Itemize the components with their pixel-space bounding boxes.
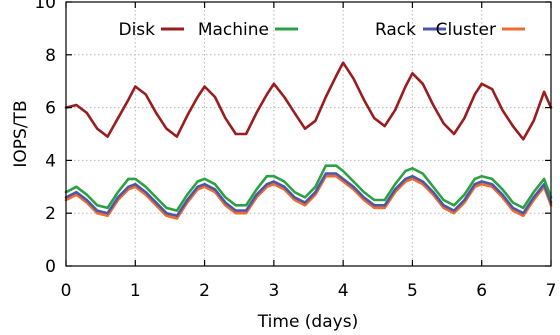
grid [66,2,551,266]
legend-label-disk: Disk [118,20,155,40]
x-tick-label: 3 [268,281,279,301]
y-tick-label: 10 [34,0,56,13]
series-line-machine [64,164,553,212]
legend-label-cluster: Cluster [436,20,496,40]
x-tick-label: 6 [476,281,487,301]
x-tick-label: 7 [546,281,557,301]
x-tick-label: 2 [199,281,210,301]
x-tick-label: 1 [130,281,141,301]
y-tick-label: 4 [45,151,56,171]
y-axis-title: IOPS/TB [11,100,31,167]
y-tick-label: 8 [45,46,56,66]
x-axis-title: Time (days) [257,312,358,332]
series-line-rack [64,172,553,218]
y-tick-label: 2 [45,204,56,224]
x-tick-label: 4 [338,281,349,301]
legend-label-machine: Machine [198,20,269,40]
series-lines [64,61,553,220]
y-tick-label: 6 [45,99,56,119]
x-tick-label: 0 [61,281,72,301]
series-line-disk [64,61,553,141]
plot-frame [65,1,552,267]
x-tick-label: 5 [407,281,418,301]
legend: Disk Machine Rack Cluster [118,20,525,40]
axis-ticks: 0 2 4 6 8 10 0 1 2 3 4 5 6 7 [34,0,556,301]
y-tick-label: 0 [45,257,56,277]
legend-label-rack: Rack [375,20,416,40]
series-line-cluster [64,174,553,220]
